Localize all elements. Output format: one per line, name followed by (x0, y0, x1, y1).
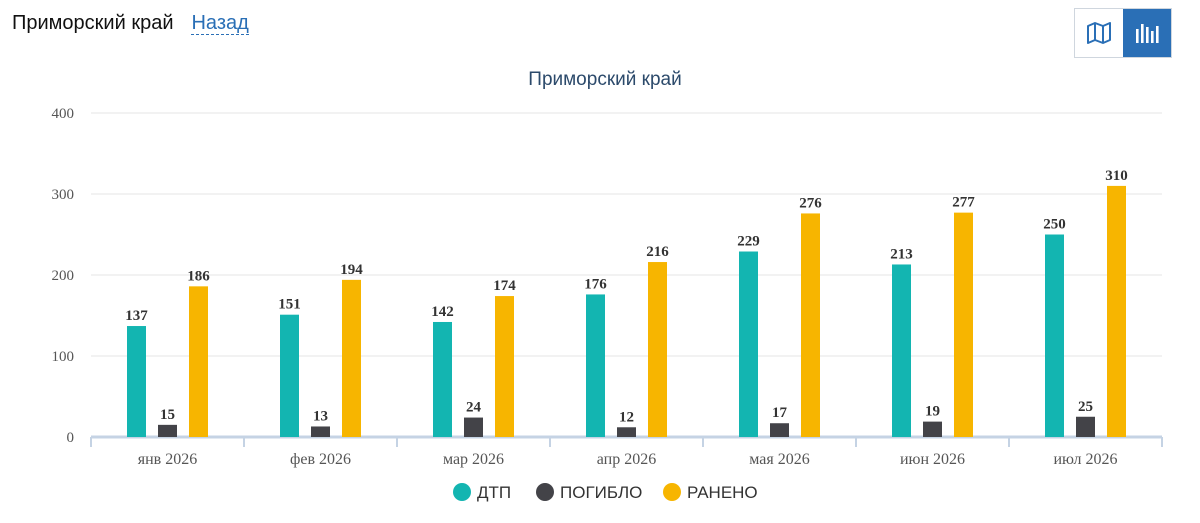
bar-2 (311, 426, 330, 437)
data-label: 17 (772, 405, 788, 421)
x-tick-label: апр 2026 (597, 451, 656, 468)
bar-2 (923, 421, 942, 437)
bar-3 (189, 286, 208, 437)
data-label: 25 (1078, 399, 1093, 415)
map-view-button[interactable] (1075, 9, 1123, 57)
bar-3 (1107, 185, 1126, 437)
legend-marker (663, 483, 681, 501)
bar-3 (342, 279, 361, 437)
y-tick-label: 100 (52, 349, 75, 365)
bar-2 (464, 417, 483, 437)
y-tick-label: 200 (52, 268, 75, 284)
region-title: Приморский край (12, 12, 174, 34)
data-label: 250 (1043, 217, 1066, 233)
legend-label: ПОГИБЛО (560, 483, 642, 502)
data-label: 176 (584, 276, 607, 292)
bar-1 (739, 251, 758, 437)
bar-1 (892, 264, 911, 437)
bar-1 (280, 314, 299, 437)
x-tick-label: мая 2026 (749, 451, 809, 468)
y-tick-label: 300 (52, 187, 75, 203)
bar-2 (617, 427, 636, 437)
bar-chart: Приморский край 0 100 200 300 400 янв 2026 137 1… (52, 69, 1163, 502)
bar-2 (158, 424, 177, 437)
legend-marker (536, 483, 554, 501)
data-label: 174 (493, 278, 516, 294)
data-label: 213 (890, 246, 913, 262)
x-tick-label: фев 2026 (290, 451, 351, 468)
data-label: 276 (799, 195, 822, 211)
data-label: 310 (1105, 168, 1128, 184)
data-label: 24 (466, 400, 482, 416)
bar-2 (1076, 416, 1095, 437)
chart-title: Приморский край (528, 69, 681, 90)
data-label: 137 (125, 308, 148, 324)
data-label: 229 (737, 234, 760, 250)
bar-3 (801, 213, 820, 437)
legend-marker (453, 483, 471, 501)
bar-1 (586, 294, 605, 437)
data-label: 15 (160, 407, 175, 423)
bar-2 (770, 423, 789, 437)
bar-3 (648, 262, 667, 437)
x-tick-label: янв 2026 (138, 451, 197, 468)
map-icon (1087, 22, 1111, 44)
x-tick-label: июл 2026 (1053, 451, 1117, 468)
chart-area: Приморский край 0 100 200 300 400 янв 2026 137 1… (0, 60, 1200, 518)
legend-label: ДТП (477, 483, 511, 502)
chart-view-button[interactable] (1123, 9, 1171, 57)
header: Приморский край Назад (12, 12, 249, 35)
data-label: 19 (925, 404, 940, 420)
bar-chart-icon (1136, 24, 1159, 43)
data-label: 142 (431, 304, 454, 320)
y-tick-label: 0 (67, 430, 75, 446)
data-label: 151 (278, 297, 301, 313)
data-label: 12 (619, 409, 634, 425)
legend-label: РАНЕНО (687, 483, 758, 502)
bar-1 (433, 321, 452, 437)
bar-1 (1045, 234, 1064, 437)
x-tick-label: июн 2026 (900, 451, 965, 468)
data-label: 186 (187, 268, 210, 284)
data-label: 277 (952, 195, 975, 211)
data-label: 194 (340, 262, 363, 278)
view-toggle (1074, 8, 1172, 58)
bar-1 (127, 326, 146, 437)
back-link[interactable]: Назад (191, 12, 249, 35)
y-tick-label: 400 (52, 106, 75, 122)
bar-3 (954, 212, 973, 437)
x-tick-label: мар 2026 (443, 451, 504, 468)
data-label: 13 (313, 408, 328, 424)
data-label: 216 (646, 244, 669, 260)
bar-3 (495, 296, 514, 437)
